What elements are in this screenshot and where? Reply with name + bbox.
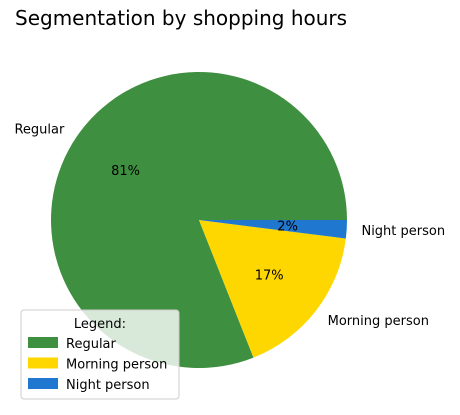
legend-label: Morning person	[66, 358, 167, 373]
slice-percent-label: 81%	[111, 164, 140, 179]
pie-labels: 81% Regular 17% Morning person 2% Night perso…	[14, 122, 445, 328]
pie-slices	[51, 71, 348, 368]
legend-frame	[20, 309, 180, 400]
slice-category-label: Regular	[14, 122, 65, 137]
slice-percent-label: 2%	[277, 220, 298, 235]
legend-swatch	[28, 378, 58, 389]
legend-swatch	[28, 357, 58, 369]
pie-slice-night-person	[199, 220, 347, 239]
legend: Legend: Regular Morning person Night perso…	[20, 309, 180, 400]
slice-category-label: Night person	[361, 224, 445, 239]
slice-category-label: Morning person	[328, 314, 429, 329]
legend-swatch	[28, 337, 58, 348]
legend-title: Legend:	[74, 317, 126, 332]
pie-slice-morning-person	[199, 220, 346, 358]
chart-title: Segmentation by shopping hours	[15, 6, 348, 30]
legend-label: Regular	[66, 337, 117, 352]
legend-items: Regular Morning person Night person	[28, 337, 167, 393]
slice-percent-label: 17%	[255, 268, 284, 283]
legend-label: Night person	[66, 378, 150, 393]
